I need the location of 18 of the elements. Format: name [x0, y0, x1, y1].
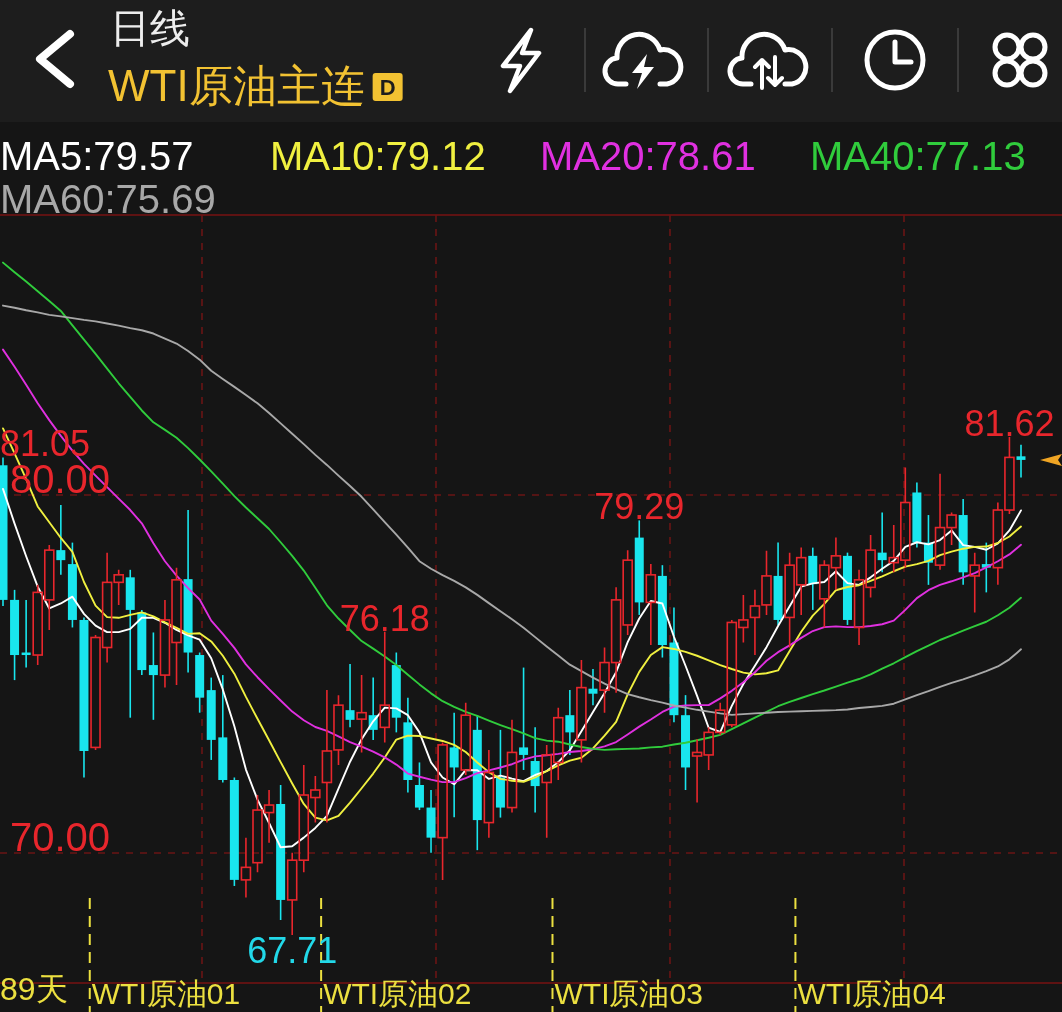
annotation: WTI原油02 — [323, 977, 472, 1010]
annotation: WTI原油03 — [554, 977, 703, 1010]
text: MA20:78.61 — [540, 134, 756, 178]
annotation: WTI原油01 — [91, 977, 241, 1010]
text: MA40:77.13 — [810, 134, 1026, 178]
text: MA10:79.12 — [270, 134, 486, 178]
annotation: WTI原油04 — [797, 977, 946, 1010]
annotation: 89天 — [0, 971, 68, 1007]
annotation: 81.62 — [964, 402, 1055, 444]
chart-subtitle: 日线 — [110, 6, 190, 50]
text: MA5:79.57 — [0, 134, 194, 178]
text: MA60:75.69 — [0, 177, 216, 221]
y-tick-label: 70.00 — [10, 815, 111, 860]
chart-title: WTI原油主连 — [108, 61, 365, 110]
annotation: 67.71 — [247, 930, 338, 972]
badge: D — [372, 73, 403, 101]
annotation: 76.18 — [339, 597, 430, 639]
annotation: 79.29 — [594, 486, 685, 528]
